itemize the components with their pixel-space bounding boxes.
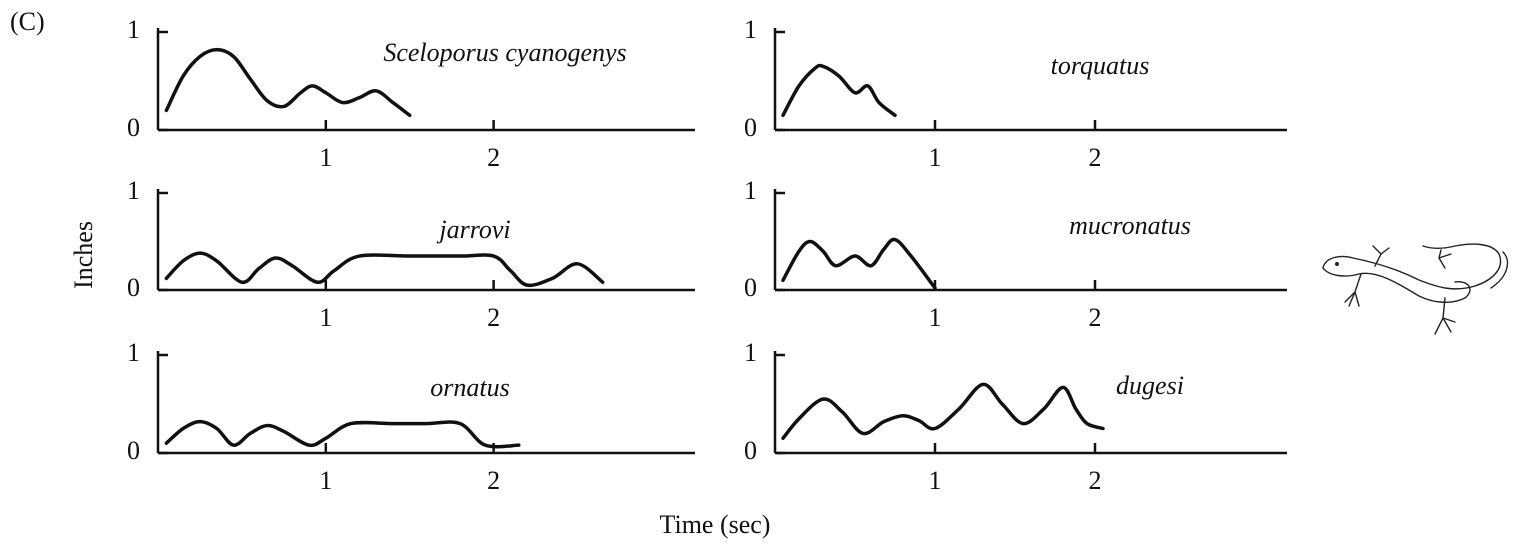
x-tick-label: 2	[487, 143, 500, 172]
x-tick-label: 2	[487, 466, 500, 495]
trace-line	[781, 237, 937, 290]
y-axis-label: Inches	[69, 221, 98, 289]
trace-line	[164, 419, 521, 449]
x-axis-label: Time (sec)	[660, 510, 771, 539]
chart-title: mucronatus	[1069, 211, 1191, 240]
x-tick-label: 2	[487, 303, 500, 332]
trace-line	[781, 382, 1105, 441]
trace-line	[781, 63, 897, 118]
trace-line	[164, 251, 605, 288]
y-tick-label: 0	[127, 273, 140, 302]
x-tick-label: 2	[1089, 143, 1102, 172]
lizard-illustration	[1322, 243, 1509, 335]
chart-title: torquatus	[1051, 51, 1150, 80]
y-tick-label: 0	[744, 273, 757, 302]
y-tick-label: 0	[127, 436, 140, 465]
x-tick-label: 1	[319, 303, 332, 332]
y-tick-label: 1	[744, 15, 757, 44]
panel-label: (C)	[10, 7, 45, 36]
y-tick-label: 0	[744, 113, 757, 142]
y-tick-label: 1	[127, 338, 140, 367]
x-tick-label: 1	[319, 466, 332, 495]
y-tick-label: 0	[744, 436, 757, 465]
y-tick-label: 1	[127, 176, 140, 205]
trace-line	[164, 47, 412, 118]
x-tick-label: 1	[929, 303, 942, 332]
lizard-eye	[1335, 262, 1339, 266]
chart-title: Sceloporus cyanogenys	[383, 38, 626, 67]
x-tick-label: 1	[319, 143, 332, 172]
y-tick-label: 0	[127, 113, 140, 142]
x-tick-label: 2	[1089, 303, 1102, 332]
chart-title: dugesi	[1116, 371, 1184, 400]
chart-title: jarrovi	[436, 215, 510, 244]
y-tick-label: 1	[127, 15, 140, 44]
x-tick-label: 1	[929, 466, 942, 495]
x-tick-label: 2	[1089, 466, 1102, 495]
y-tick-label: 1	[744, 176, 757, 205]
y-tick-label: 1	[744, 338, 757, 367]
x-tick-label: 1	[929, 143, 942, 172]
chart-title: ornatus	[430, 373, 509, 402]
